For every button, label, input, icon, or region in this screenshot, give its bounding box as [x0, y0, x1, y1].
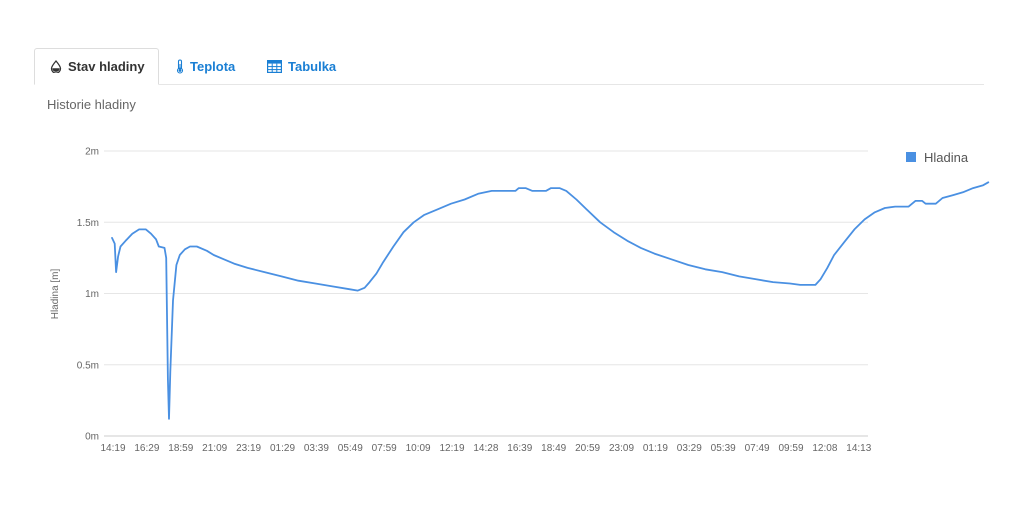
x-tick-label: 23:19: [236, 443, 261, 454]
x-tick-label: 14:28: [473, 443, 498, 454]
legend-swatch: [906, 152, 916, 162]
x-tick-label: 14:19: [100, 443, 125, 454]
x-tick-label: 01:19: [643, 443, 668, 454]
x-tick-label: 03:39: [304, 443, 329, 454]
chart-title: Historie hladiny: [47, 97, 136, 112]
x-tick-label: 21:09: [202, 443, 227, 454]
y-tick-label: 1.5m: [77, 218, 99, 229]
x-tick-label: 01:29: [270, 443, 295, 454]
series-line-hladina: [111, 181, 990, 420]
x-tick-label: 09:59: [778, 443, 803, 454]
tab-label: Tabulka: [288, 58, 337, 74]
tab-tabulka[interactable]: Tabulka: [267, 48, 336, 84]
x-tick-label: 05:39: [711, 443, 736, 454]
x-tick-label: 05:49: [338, 443, 363, 454]
x-tick-label: 12:19: [439, 443, 464, 454]
thermometer-icon: [176, 58, 184, 74]
legend-label: Hladina: [924, 150, 969, 165]
x-tick-label: 18:59: [168, 443, 193, 454]
tab-label: Teplota: [190, 58, 236, 74]
x-tick-label: 12:08: [812, 443, 837, 454]
tab-bar: Stav hladiny Teplota Tabulka: [34, 48, 984, 85]
x-tick-label: 10:09: [406, 443, 431, 454]
water-drop-icon: [50, 60, 62, 73]
table-icon: [267, 59, 282, 73]
y-axis-label: Hladina [m]: [50, 268, 61, 319]
x-tick-label: 23:09: [609, 443, 634, 454]
x-tick-label: 03:29: [677, 443, 702, 454]
x-tick-label: 07:59: [372, 443, 397, 454]
y-tick-label: 2m: [85, 147, 99, 158]
tab-stav-hladiny[interactable]: Stav hladiny: [34, 48, 159, 85]
tab-label: Stav hladiny: [68, 59, 145, 74]
x-tick-label: 14:13: [846, 443, 871, 454]
y-tick-label: 1m: [85, 289, 99, 300]
y-tick-label: 0m: [85, 432, 99, 443]
x-tick-label: 16:29: [134, 443, 159, 454]
x-tick-label: 16:39: [507, 443, 532, 454]
y-tick-label: 0.5m: [77, 360, 99, 371]
x-tick-label: 20:59: [575, 443, 600, 454]
x-tick-label: 07:49: [745, 443, 770, 454]
x-tick-label: 18:49: [541, 443, 566, 454]
tab-teplota[interactable]: Teplota: [176, 48, 235, 84]
